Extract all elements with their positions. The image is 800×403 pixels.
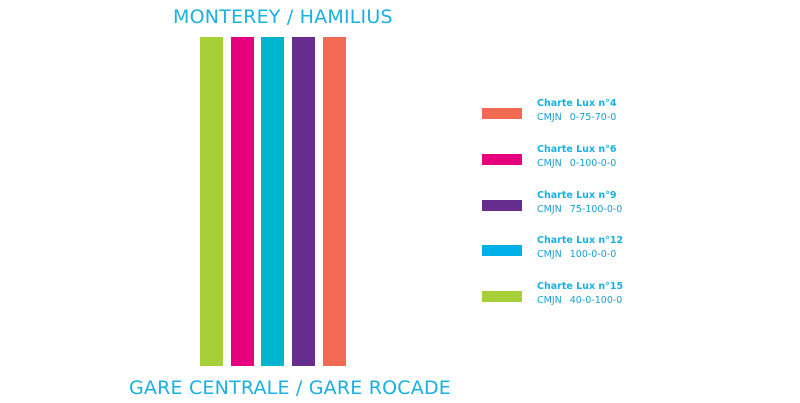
legend-name: Charte Lux n°6 <box>537 144 617 155</box>
legend-value: 100-0-0-0 <box>569 249 617 260</box>
legend-value: 75-100-0-0 <box>569 204 623 215</box>
legend-code: CMJN 40-0-100-0 <box>537 295 622 306</box>
legend-code: CMJN 100-0-0-0 <box>537 249 616 260</box>
legend-code: CMJN 0-75-70-0 <box>537 112 616 123</box>
legend-name: Charte Lux n°15 <box>537 281 624 292</box>
legend-swatch <box>482 108 522 119</box>
legend-model: CMJN <box>537 158 562 169</box>
legend-model: CMJN <box>537 112 562 123</box>
color-bar-green <box>200 37 223 366</box>
legend-swatch <box>482 200 522 211</box>
legend-name: Charte Lux n°4 <box>537 98 617 109</box>
legend-swatch <box>482 245 522 256</box>
legend-item-lux-12: Charte Lux n°12 CMJN 100-0-0-0 <box>482 235 682 265</box>
top-destination-label: MONTEREY / HAMILIUS <box>173 6 393 28</box>
bottom-destination-label: GARE CENTRALE / GARE ROCADE <box>129 377 451 399</box>
color-bar-salmon <box>323 37 346 366</box>
color-bar-magenta <box>231 37 254 366</box>
legend-swatch <box>482 291 522 302</box>
legend-item-lux-9: Charte Lux n°9 CMJN 75-100-0-0 <box>482 190 682 220</box>
color-bar-cyan <box>261 37 284 366</box>
legend-value: 0-100-0-0 <box>569 158 617 169</box>
legend-name: Charte Lux n°12 <box>537 235 624 246</box>
legend-model: CMJN <box>537 295 562 306</box>
legend-code: CMJN 75-100-0-0 <box>537 204 622 215</box>
legend-code: CMJN 0-100-0-0 <box>537 158 616 169</box>
legend-name: Charte Lux n°9 <box>537 190 617 201</box>
legend-item-lux-4: Charte Lux n°4 CMJN 0-75-70-0 <box>482 98 682 128</box>
legend-value: 40-0-100-0 <box>569 295 623 306</box>
legend-item-lux-6: Charte Lux n°6 CMJN 0-100-0-0 <box>482 144 682 174</box>
color-bar-purple <box>292 37 315 366</box>
legend-item-lux-15: Charte Lux n°15 CMJN 40-0-100-0 <box>482 281 682 311</box>
legend-value: 0-75-70-0 <box>569 112 617 123</box>
legend-model: CMJN <box>537 204 562 215</box>
legend-swatch <box>482 154 522 165</box>
legend-model: CMJN <box>537 249 562 260</box>
